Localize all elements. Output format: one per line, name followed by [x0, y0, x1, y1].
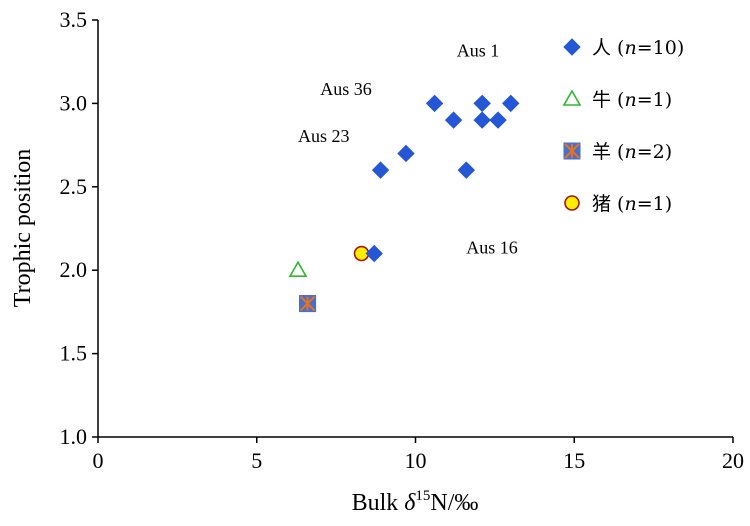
x-tick-label: 10 — [405, 448, 427, 473]
annotation-label: Aus 36 — [320, 79, 372, 99]
x-axis-title-superscript: 15 — [415, 488, 430, 504]
legend-item: 羊 (n=2) — [563, 141, 672, 163]
data-points — [288, 94, 520, 313]
y-tick-label: 2.5 — [60, 174, 88, 199]
legend-label-n: n — [624, 141, 636, 163]
legend-label-n: n — [624, 193, 636, 215]
data-point — [502, 94, 520, 113]
legend-label-main: 牛 — [592, 89, 611, 111]
legend-item: 牛 (n=1) — [562, 89, 672, 111]
legend-item: 人 (n=10) — [563, 37, 684, 59]
legend-label-paren-close: ) — [677, 37, 684, 59]
data-point — [288, 260, 308, 278]
data-point — [473, 94, 491, 113]
y-tick-label: 2.0 — [60, 257, 88, 282]
x-axis-title-prefix: Bulk — [352, 490, 405, 516]
x-axis-title-delta: δ — [404, 490, 416, 516]
annotation-label: Aus 16 — [466, 238, 518, 258]
legend-label-paren-open: ( — [611, 141, 624, 163]
y-axis-title: Trophic position — [10, 149, 36, 307]
x-tick-label: 5 — [251, 448, 262, 473]
data-point — [489, 111, 507, 129]
legend-item: 猪 (n=1) — [564, 193, 672, 215]
annotation-label: Aus 23 — [298, 126, 350, 146]
legend-label-paren-open: ( — [611, 193, 624, 215]
axes — [97, 20, 733, 438]
x-axis-title: Bulk δ15N/‰ — [352, 488, 479, 516]
legend-label: 人 (n=10) — [592, 37, 684, 59]
legend-label-count: =1 — [637, 193, 665, 215]
y-tick-label: 3.5 — [60, 7, 88, 32]
annotations: Aus 1 Aus 36 Aus 23 Aus 16 — [298, 41, 518, 258]
legend: 人 (n=10)牛 (n=1)羊 (n=2)猪 (n=1) — [562, 37, 684, 215]
legend-label-n: n — [624, 89, 636, 111]
legend-label-paren-close: ) — [665, 193, 672, 215]
y-tick-label: 1.5 — [60, 341, 88, 366]
data-point — [397, 144, 415, 163]
legend-label: 猪 (n=1) — [592, 193, 672, 215]
legend-label-n: n — [624, 37, 636, 59]
legend-label: 羊 (n=2) — [592, 141, 672, 163]
y-tick-label: 3.0 — [60, 90, 88, 115]
legend-label-count: =2 — [637, 141, 665, 163]
x-tick-label: 20 — [722, 448, 744, 473]
legend-label-main: 羊 — [592, 141, 611, 163]
ticks: 0 5 10 15 20 1.0 1.5 2.0 2.5 3.0 3.5 — [60, 7, 745, 473]
data-point — [371, 161, 390, 179]
data-point — [365, 244, 383, 263]
data-point — [473, 111, 491, 129]
data-point — [457, 161, 476, 179]
legend-marker — [562, 89, 582, 106]
annotation-label: Aus 1 — [457, 41, 500, 61]
x-tick-label: 15 — [563, 448, 585, 473]
y-tick-label: 1.0 — [60, 424, 88, 449]
legend-label-count: =10 — [637, 37, 677, 59]
x-axis-title-suffix: N/‰ — [430, 490, 478, 516]
legend-label: 牛 (n=1) — [592, 89, 672, 111]
legend-label-paren-close: ) — [665, 89, 672, 111]
data-point — [299, 295, 317, 313]
legend-label-main: 猪 — [592, 193, 611, 215]
legend-label-count: =1 — [637, 89, 665, 111]
data-point — [444, 111, 463, 129]
legend-label-paren-open: ( — [611, 89, 624, 111]
legend-label-paren-close: ) — [665, 141, 672, 163]
x-tick-label: 0 — [93, 448, 104, 473]
legend-label-main: 人 — [592, 37, 611, 59]
legend-label-paren-open: ( — [611, 37, 624, 59]
legend-marker — [563, 142, 581, 160]
data-point — [425, 94, 444, 113]
legend-marker — [563, 38, 581, 56]
legend-marker — [564, 195, 580, 211]
